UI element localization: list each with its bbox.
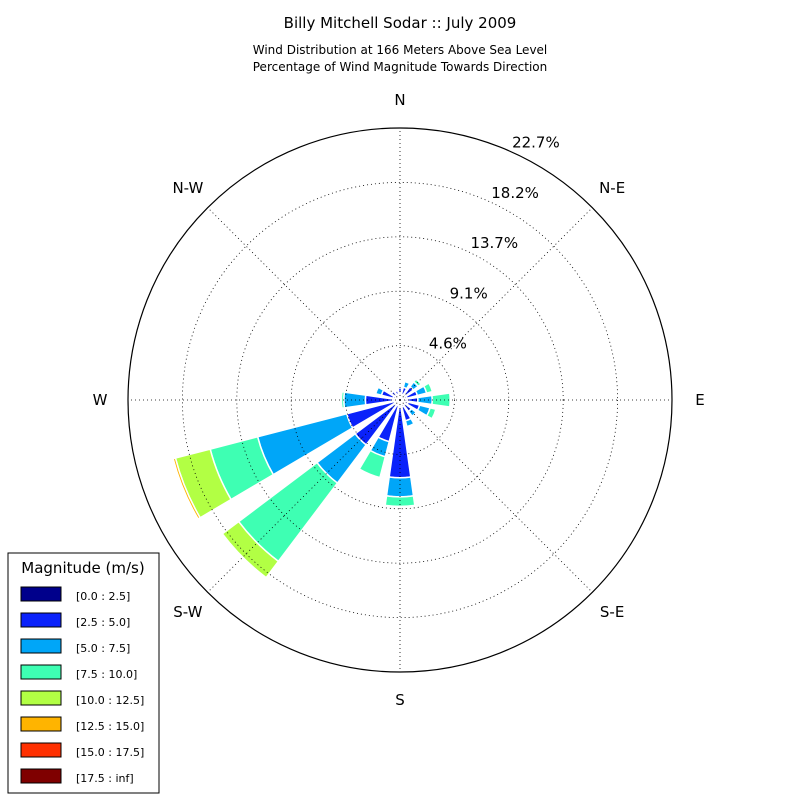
chart-title: Billy Mitchell Sodar :: July 2009 [284, 14, 517, 32]
direction-label-s-w: S-W [173, 603, 202, 621]
chart-subtitle-line-1: Wind Distribution at 166 Meters Above Se… [253, 43, 548, 57]
wind-bar-dir-0-bin-1 [397, 387, 403, 394]
legend-swatch-7 [20, 768, 62, 784]
wind-bars-group [172, 377, 451, 579]
direction-label-s: S [395, 691, 405, 709]
legend-label-0: [0.0 : 2.5] [76, 590, 130, 603]
wind-bar-dir-1-bin-2 [402, 380, 411, 390]
legend-swatch-4 [20, 690, 62, 706]
wind-bar-dir-5-bin-3 [425, 406, 437, 420]
direction-label-e: E [695, 391, 704, 409]
grid-spoke-3 [399, 399, 593, 593]
legend-label-5: [12.5 : 15.0] [76, 720, 144, 733]
wind-bar-dir-4-bin-2 [416, 394, 434, 406]
wind-bar-dir-8-bin-3 [384, 495, 416, 508]
wind-bar-dir-8-bin-2 [385, 476, 415, 498]
wind-bar-dir-10-bin-4 [221, 520, 280, 579]
legend-swatch-2 [20, 638, 62, 654]
legend-items: [0.0 : 2.5] [2.5 : 5.0] [5.0 : 7.5] [7.5 : … [20, 586, 144, 785]
polar-labels: N N-E E S-E S S-W W N-W 4.6% 9.1% 13.7% 18.2% 22.7% [93, 91, 705, 709]
radial-tick-label-2: 13.7% [470, 234, 518, 252]
legend-swatch-6 [20, 742, 62, 758]
wind-bar-dir-7-bin-2 [404, 417, 415, 428]
wind-bar-dir-12-bin-3 [340, 391, 346, 409]
grid-spoke-7 [207, 207, 401, 401]
legend-swatch-1 [20, 612, 62, 628]
grid-spoke-1 [399, 207, 593, 401]
radial-tick-label-0: 4.6% [429, 335, 467, 353]
wind-bar-dir-11-bin-5 [172, 457, 202, 520]
grid-spoke-5 [207, 399, 401, 593]
chart-subtitle-line-2: Percentage of Wind Magnitude Towards Dir… [253, 60, 547, 74]
legend-title: Magnitude (m/s) [21, 559, 144, 577]
wind-bar-dir-9-bin-3 [358, 449, 387, 479]
legend-label-2: [5.0 : 7.5] [76, 642, 130, 655]
wind-bar-dir-15-bin-1 [394, 389, 400, 396]
grid-ring-3 [181, 181, 619, 619]
grid-ring-2 [236, 236, 564, 564]
legend-label-7: [17.5 : inf] [76, 772, 134, 785]
legend-label-1: [2.5 : 5.0] [76, 616, 130, 629]
direction-label-n-w: N-W [172, 179, 203, 197]
polar-frame [127, 127, 673, 673]
direction-label-n: N [394, 91, 405, 109]
radial-tick-label-1: 9.1% [450, 284, 488, 302]
direction-label-s-e: S-E [600, 603, 624, 621]
legend-label-4: [10.0 : 12.5] [76, 694, 144, 707]
polar-grid [128, 128, 672, 672]
direction-label-w: W [93, 391, 108, 409]
legend-swatch-3 [20, 664, 62, 680]
wind-bar-dir-4-bin-3 [431, 392, 451, 408]
legend-swatch-0 [20, 586, 62, 602]
grid-ring-0 [345, 345, 455, 455]
radial-tick-label-3: 18.2% [491, 184, 539, 202]
radial-tick-label-4: 22.7% [512, 134, 560, 152]
legend: Magnitude (m/s) [0.0 : 2.5] [2.5 : 5.0] [5… [7, 552, 160, 794]
legend-swatch-5 [20, 716, 62, 732]
wind-bar-dir-3-bin-3 [422, 381, 434, 395]
legend-label-6: [15.0 : 17.5] [76, 746, 144, 759]
direction-label-n-e: N-E [599, 179, 625, 197]
legend-label-3: [7.5 : 10.0] [76, 668, 137, 681]
wind-bar-dir-13-bin-2 [374, 386, 385, 397]
wind-bar-dir-6-bin-2 [407, 407, 418, 418]
